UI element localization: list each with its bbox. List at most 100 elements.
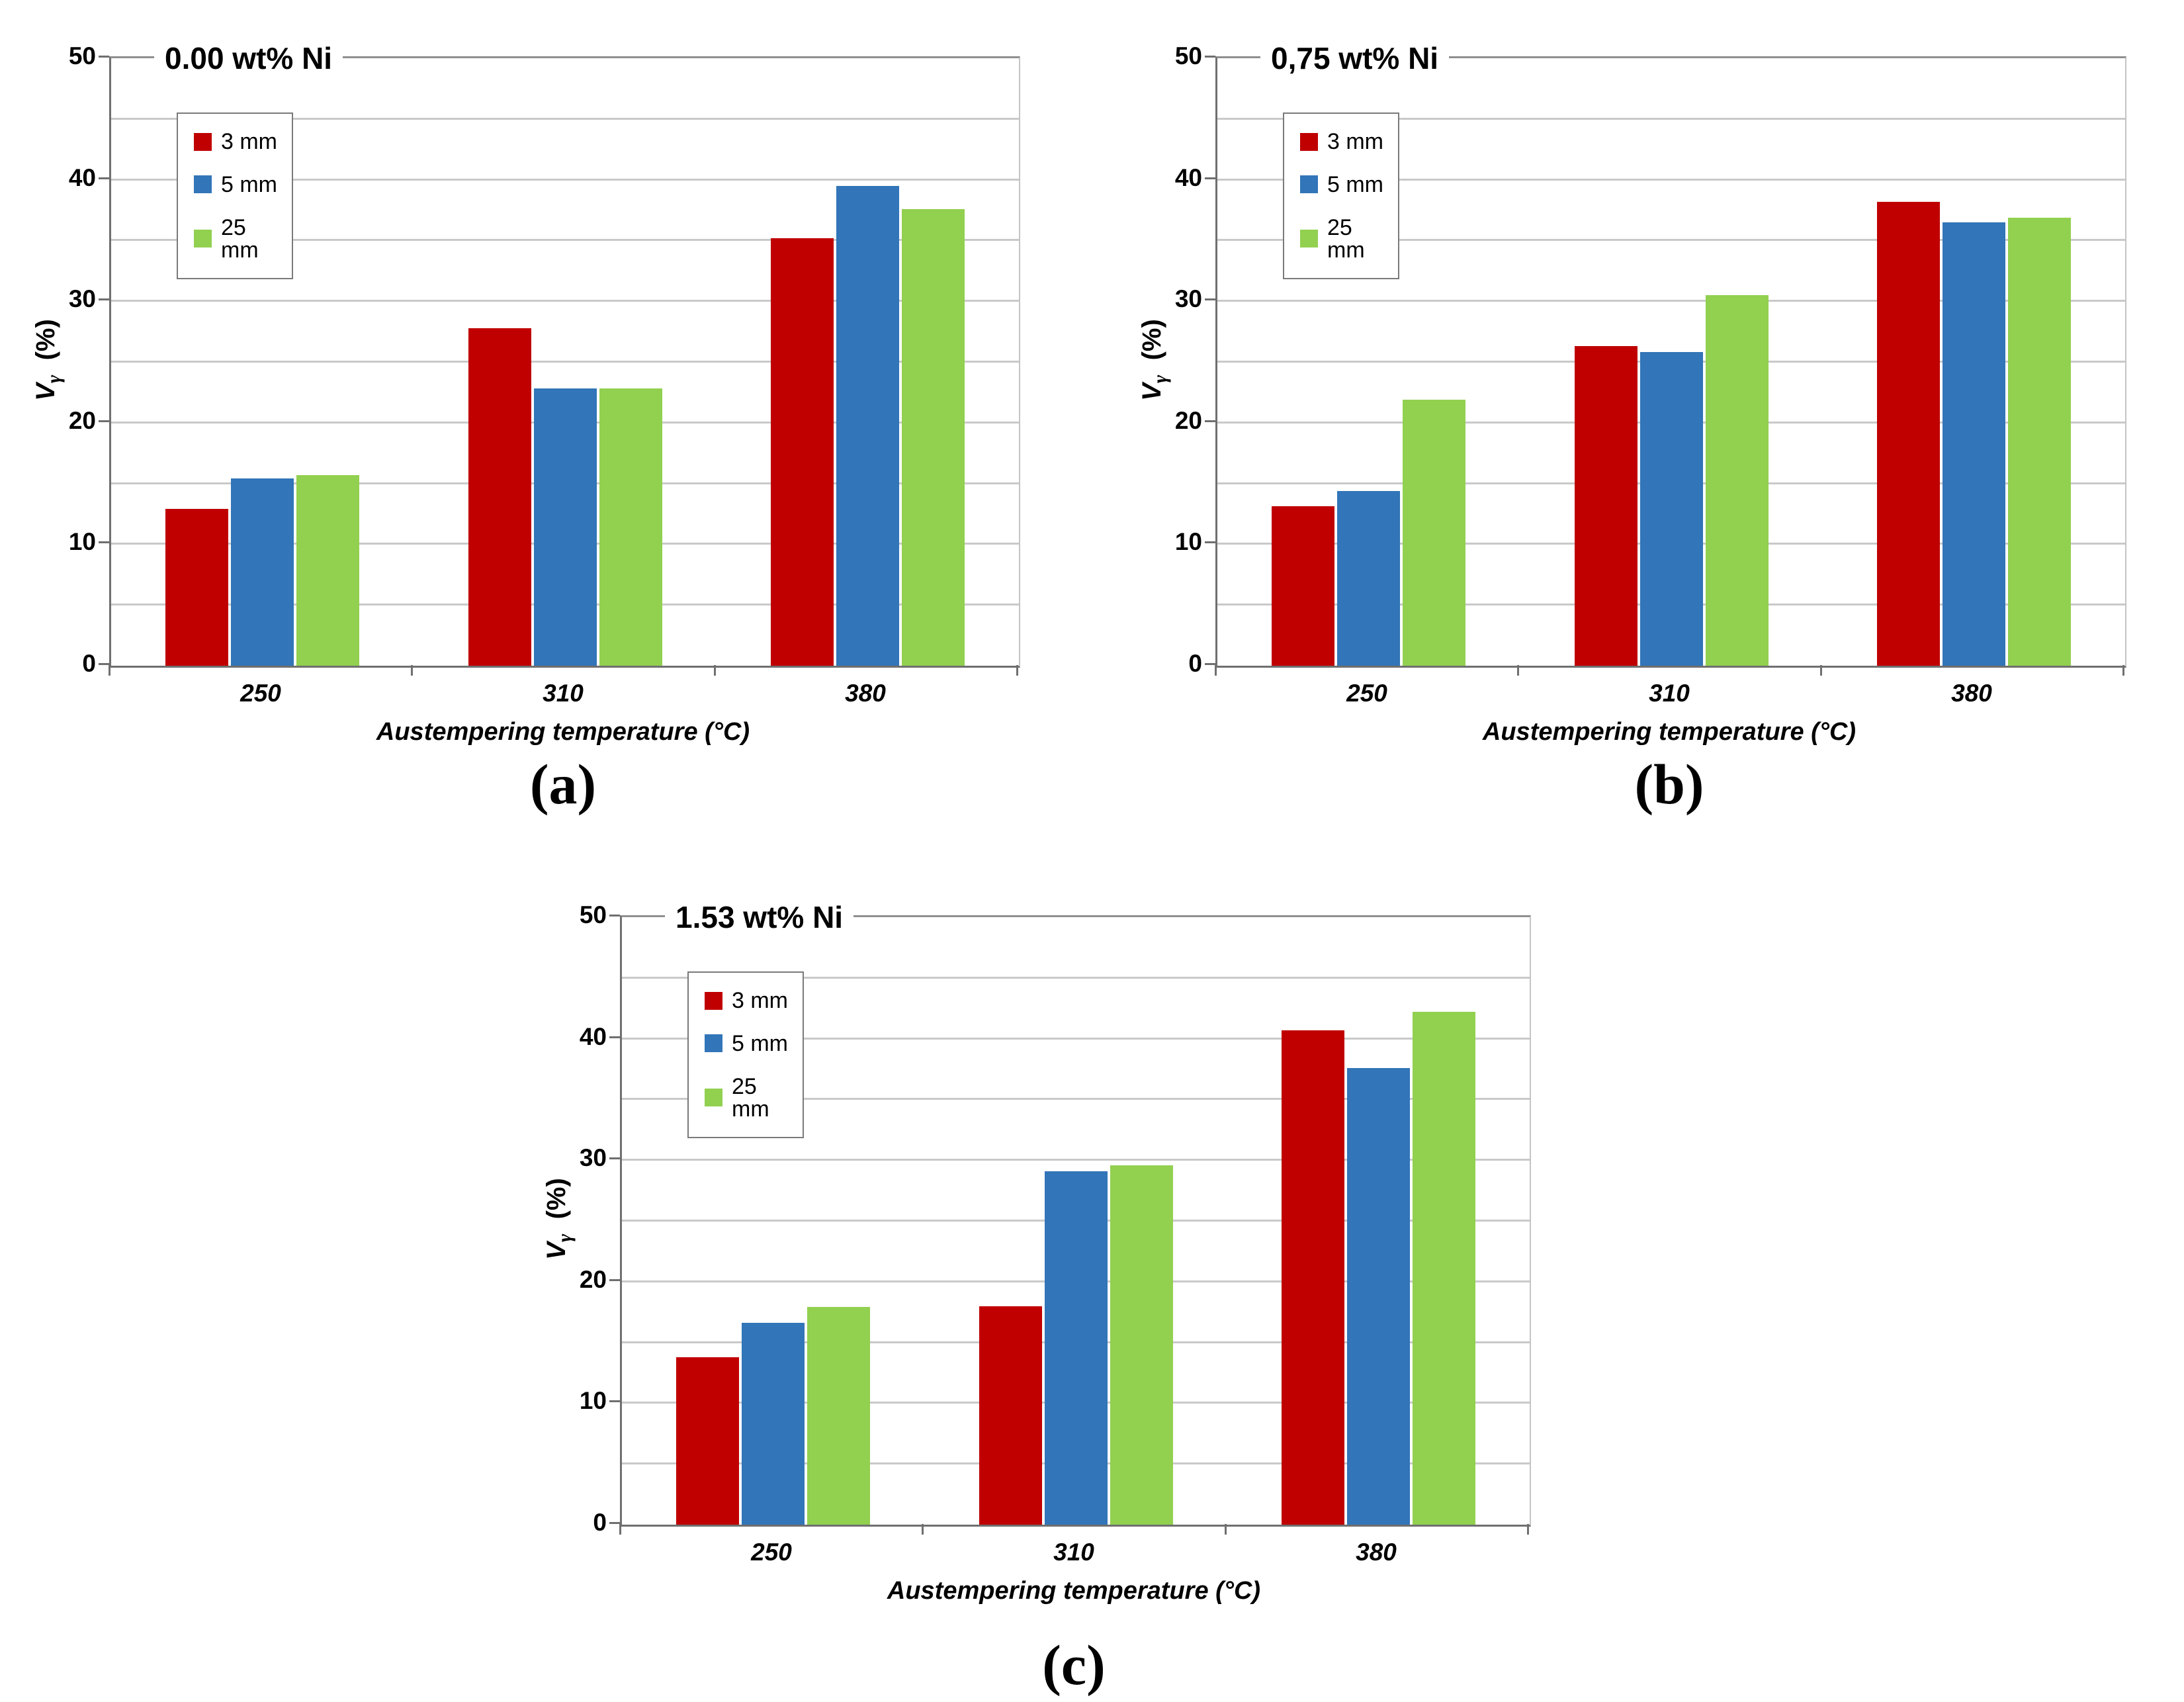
legend: 3 mm 5 mm 25 mm [177,112,293,279]
legend-item: 3 mm [194,130,283,153]
legend-swatch-5mm [1300,175,1318,194]
y-tick-label: 50 [579,901,607,928]
legend-item: 5 mm [194,173,283,196]
x-axis-title: Austempering temperature (°C) [376,718,750,746]
bar-3mm-310 [1575,346,1638,666]
x-category-label: 250 [240,680,281,707]
x-tick-mark [2122,665,2124,676]
bar-25mm-250 [296,475,359,666]
bar-3mm-310 [979,1306,1042,1525]
legend-item: 5 mm [1300,173,1389,196]
x-axis-title: Austempering temperature (°C) [887,1577,1261,1605]
gridline [1217,300,2125,302]
gridline [622,1159,1530,1161]
bar-3mm-250 [676,1357,739,1525]
bar-3mm-380 [1282,1030,1344,1525]
subfigure-label: (b) [1634,752,1704,816]
y-tick-mark [99,541,109,544]
legend-swatch-25mm [705,1089,722,1107]
legend-swatch-3mm [194,132,212,151]
y-tick-mark [609,1278,620,1281]
plot-area [1215,56,2126,668]
gridline [622,1038,1530,1040]
x-tick-mark [1225,1524,1227,1535]
y-tick-label: 30 [579,1144,607,1172]
legend-label: 3 mm [732,988,788,1014]
y-tick-label: 10 [579,1387,607,1415]
bar-25mm-250 [807,1307,870,1525]
bar-25mm-310 [599,388,662,666]
chart-b: 0 10 20 30 40 50 250 310 380 Austempering tempera… [1123,3,2128,844]
legend-item: 25 mm [1300,216,1389,261]
y-tick-label: 10 [68,528,96,556]
y-tick-mark [609,1036,620,1038]
x-tick-mark [1527,1524,1529,1535]
x-tick-mark [922,1524,924,1535]
y-tick-label: 40 [68,163,96,191]
bar-5mm-380 [836,186,899,666]
x-tick-mark [411,665,413,676]
bar-3mm-380 [1877,202,1940,666]
bar-3mm-310 [468,328,531,666]
legend-swatch-25mm [1300,230,1318,248]
bar-25mm-380 [2008,218,2071,666]
y-tick-label: 20 [68,406,96,434]
bar-5mm-310 [534,388,597,666]
legend-item: 3 mm [1300,130,1389,153]
legend-label: 3 mm [1327,129,1383,155]
gridline [622,1098,1530,1100]
x-tick-mark [1016,665,1018,676]
y-tick-label: 40 [579,1022,607,1050]
bar-3mm-380 [771,238,834,666]
y-tick-label: 30 [1174,285,1202,313]
legend: 3 mm 5 mm 25 mm [687,971,804,1138]
bar-3mm-250 [1272,506,1334,666]
y-tick-mark [609,915,620,917]
x-tick-mark [1215,665,1217,676]
gridline [111,118,1019,120]
chart-title: 0,75 wt% Ni [1260,39,1450,77]
legend-label: 5 mm [732,1030,788,1056]
bar-25mm-250 [1403,400,1465,666]
bar-25mm-380 [902,209,965,666]
chart-title: 1.53 wt% Ni [665,898,854,936]
x-category-label: 310 [543,680,584,707]
subfigure-label: (c) [1042,1633,1106,1697]
y-axis-title: Vγ (%) [542,1178,576,1260]
x-category-label: 380 [1356,1539,1397,1566]
y-tick-mark [1205,298,1215,301]
chart-a: 0 10 20 30 40 50 250 310 380 Austempering tempera… [17,3,1022,844]
y-tick-label: 40 [1174,163,1202,191]
y-tick-mark [1205,541,1215,544]
y-tick-label: 50 [68,42,96,69]
gridline [1217,118,2125,120]
bar-5mm-250 [742,1323,805,1525]
x-tick-mark [619,1524,621,1535]
x-tick-mark [1820,665,1822,676]
bar-5mm-380 [1943,222,2005,666]
x-category-label: 380 [1951,680,1992,707]
y-tick-mark [1205,177,1215,179]
gridline [1217,179,2125,181]
x-category-label: 250 [751,1539,792,1566]
legend-item: 5 mm [705,1032,793,1055]
y-tick-label: 20 [1174,406,1202,434]
y-tick-mark [609,1522,620,1524]
legend-swatch-5mm [705,1034,722,1053]
legend-label: 5 mm [1327,171,1383,197]
x-category-label: 310 [1053,1539,1094,1566]
y-tick-label: 0 [82,650,96,677]
legend-label: 25 mm [1327,214,1365,263]
bar-5mm-310 [1640,352,1703,666]
gridline [111,361,1019,363]
y-tick-mark [1205,56,1215,58]
gridline [622,977,1530,979]
y-tick-mark [609,1157,620,1160]
gridline [1217,239,2125,241]
y-tick-mark [99,420,109,422]
x-category-label: 250 [1346,680,1387,707]
legend-label: 5 mm [221,171,277,197]
bar-25mm-310 [1110,1165,1173,1525]
gridline [111,179,1019,181]
y-tick-mark [1205,663,1215,665]
